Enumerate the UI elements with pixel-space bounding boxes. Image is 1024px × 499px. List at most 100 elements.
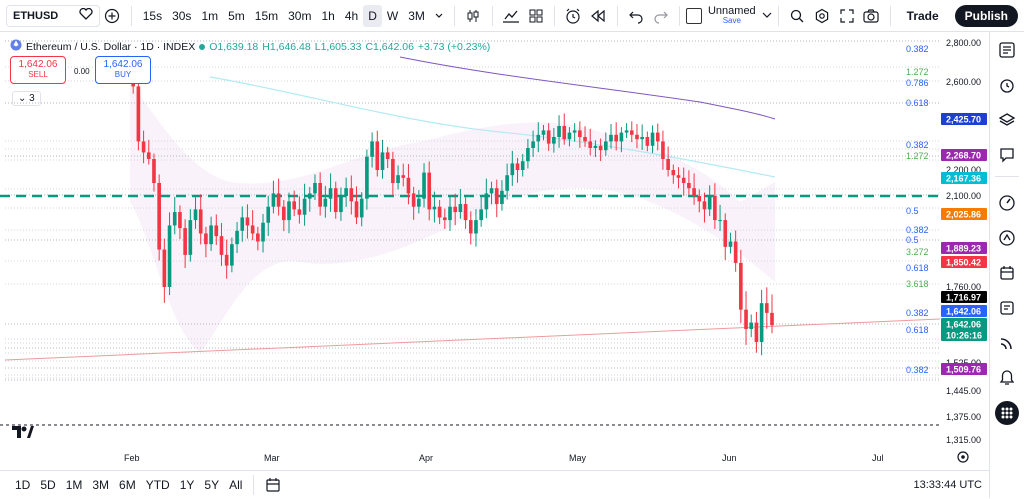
alerts-clock-icon[interactable] bbox=[990, 67, 1024, 102]
legend-high: H1,646.48 bbox=[262, 40, 311, 53]
undo-icon[interactable] bbox=[624, 5, 649, 27]
symbol-search[interactable]: ETHUSD bbox=[6, 4, 100, 27]
candle-body bbox=[640, 137, 644, 140]
price-badge-bg bbox=[941, 256, 987, 268]
candle-body bbox=[598, 145, 603, 151]
layers-icon[interactable] bbox=[990, 102, 1024, 137]
interval-30s[interactable]: 30s bbox=[172, 8, 192, 23]
range-ytd[interactable]: YTD bbox=[145, 478, 170, 492]
symbol-icon bbox=[10, 39, 22, 54]
sell-button[interactable]: 1,642.06 SELL bbox=[10, 56, 66, 84]
watchlist-icon[interactable] bbox=[990, 32, 1024, 67]
symbol-label: ETHUSD bbox=[13, 9, 59, 22]
range-5y[interactable]: 5Y bbox=[204, 478, 220, 492]
price-badge-bg bbox=[941, 172, 987, 184]
candle-body bbox=[681, 177, 686, 183]
date-range-icon[interactable] bbox=[260, 474, 286, 496]
range-5d[interactable]: 5D bbox=[40, 478, 56, 492]
candle-body bbox=[224, 254, 229, 266]
price-badge: 2,268.70 bbox=[941, 149, 987, 161]
interval-5m[interactable]: 5m bbox=[228, 8, 245, 23]
candle-body bbox=[645, 137, 650, 146]
price-badge-label: 1,509.76 bbox=[946, 365, 981, 375]
search-icon[interactable] bbox=[785, 5, 810, 27]
calendar-icon[interactable] bbox=[990, 255, 1024, 290]
candle-body bbox=[629, 130, 634, 135]
utc-clock[interactable]: 13:33:44 UTC bbox=[913, 479, 982, 491]
interval-3m[interactable]: 3M bbox=[408, 8, 425, 23]
fib-label: 0.5 bbox=[906, 206, 919, 216]
fib-label: 0.382 bbox=[906, 140, 929, 150]
indicators-collapse-button[interactable]: ⌄ 3 bbox=[12, 91, 41, 106]
tradingview-logo-icon[interactable] bbox=[12, 425, 34, 442]
streams-icon[interactable] bbox=[990, 325, 1024, 360]
redo-icon[interactable] bbox=[648, 5, 673, 27]
alert-icon[interactable] bbox=[561, 5, 586, 27]
trade-button[interactable]: Trade bbox=[906, 8, 939, 23]
candle-body bbox=[692, 188, 696, 196]
candle-body bbox=[432, 206, 437, 210]
hotlist-icon[interactable] bbox=[990, 220, 1024, 255]
chat-icon[interactable] bbox=[990, 137, 1024, 172]
interval-15s[interactable]: 15s bbox=[142, 8, 163, 23]
ideas-icon[interactable] bbox=[990, 290, 1024, 325]
candle-body bbox=[650, 132, 655, 146]
candle-body bbox=[572, 130, 577, 133]
candle-body bbox=[458, 204, 463, 213]
layout-name[interactable]: Unnamed Save bbox=[685, 4, 772, 26]
candle-body bbox=[240, 217, 245, 231]
interval-d[interactable]: D bbox=[363, 4, 382, 27]
interval-15m[interactable]: 15m bbox=[254, 8, 279, 23]
settings-icon[interactable] bbox=[809, 5, 834, 27]
apps-grid-icon[interactable] bbox=[990, 395, 1024, 430]
interval-w[interactable]: W bbox=[386, 8, 399, 23]
range-1m[interactable]: 1M bbox=[65, 478, 83, 492]
templates-icon[interactable] bbox=[523, 5, 548, 27]
range-3m[interactable]: 3M bbox=[92, 478, 110, 492]
interval-chevron-down-icon[interactable] bbox=[430, 5, 448, 27]
candle-body bbox=[333, 188, 338, 213]
heart-plus-icon[interactable] bbox=[79, 7, 93, 23]
camera-icon[interactable] bbox=[859, 5, 884, 27]
spread-value: 0.00 bbox=[74, 67, 90, 76]
candle-body bbox=[588, 141, 593, 148]
candle-body bbox=[671, 170, 676, 176]
price-badge: 10:26:16 bbox=[941, 329, 987, 341]
candles-icon[interactable] bbox=[461, 5, 486, 27]
range-6m[interactable]: 6M bbox=[119, 478, 136, 492]
range-all[interactable]: All bbox=[229, 478, 243, 492]
fib-label: 1.272 bbox=[906, 67, 929, 77]
separator bbox=[253, 475, 255, 495]
candle-body bbox=[417, 198, 421, 207]
interval-1h[interactable]: 1h bbox=[321, 8, 335, 23]
range-1d[interactable]: 1D bbox=[15, 478, 31, 492]
buy-button[interactable]: 1,642.06 BUY bbox=[95, 56, 151, 84]
candle-body bbox=[344, 188, 348, 196]
layout-title: Unnamed bbox=[707, 4, 756, 17]
interval-1m[interactable]: 1m bbox=[201, 8, 219, 23]
fib-label: 1.272 bbox=[906, 151, 929, 161]
interval-30m[interactable]: 30m bbox=[288, 8, 312, 23]
range-1y[interactable]: 1Y bbox=[179, 478, 195, 492]
candle-body bbox=[494, 188, 499, 205]
candle-body bbox=[702, 201, 707, 210]
indicators-icon[interactable] bbox=[499, 5, 524, 27]
candle-body bbox=[266, 206, 271, 223]
chevron-down-icon[interactable] bbox=[762, 10, 772, 22]
candle-body bbox=[614, 134, 619, 142]
price-chart[interactable]: 2,800.00 2,600.00 2,200.00 2,100.00 1,760.00… bbox=[0, 32, 988, 466]
publish-button[interactable]: Publish bbox=[954, 4, 1019, 27]
target-icon[interactable] bbox=[990, 185, 1024, 220]
replay-icon[interactable] bbox=[586, 5, 611, 27]
notifications-icon[interactable] bbox=[990, 360, 1024, 395]
fib-label: 0.382 bbox=[906, 225, 929, 235]
candle-body bbox=[609, 134, 613, 142]
price-axis-tick: 2,100.00 bbox=[946, 191, 981, 201]
candle-body bbox=[307, 193, 312, 199]
candle-body bbox=[619, 132, 624, 142]
fullscreen-icon[interactable] bbox=[834, 5, 859, 27]
separator bbox=[777, 5, 779, 26]
trendline bbox=[4, 318, 941, 361]
add-icon[interactable] bbox=[100, 5, 125, 27]
interval-4h[interactable]: 4h bbox=[344, 8, 359, 23]
